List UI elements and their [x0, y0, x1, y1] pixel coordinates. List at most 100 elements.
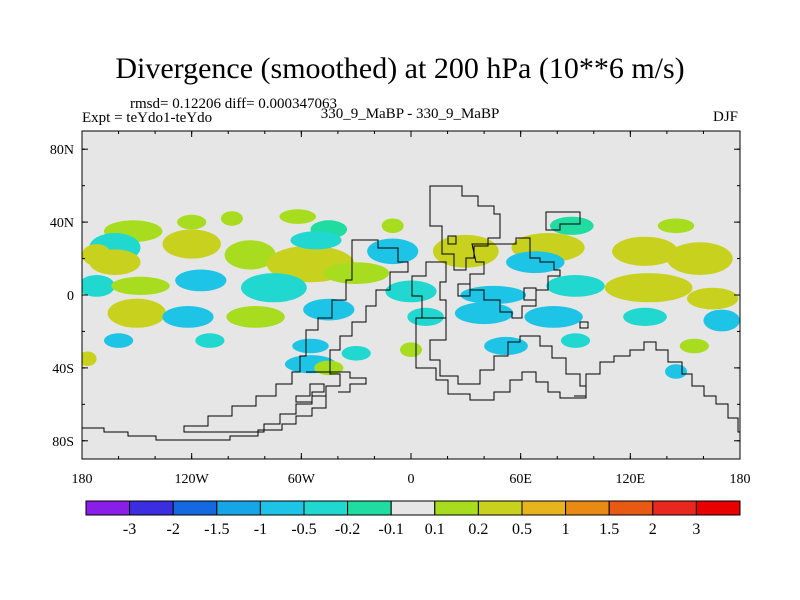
contour-blob — [407, 307, 444, 326]
contour-blob — [549, 216, 594, 235]
contour-blob — [657, 218, 695, 234]
coastline — [429, 185, 501, 271]
y-tick-label: 80S — [52, 435, 74, 450]
contour-blob — [195, 333, 225, 348]
contour-blob — [111, 276, 170, 295]
coastline — [447, 235, 457, 245]
colorbar-swatch — [434, 500, 479, 516]
coastline — [183, 239, 409, 433]
contour-blob — [454, 302, 514, 325]
colorbar-swatch — [695, 500, 741, 516]
contour-blob — [292, 338, 329, 354]
coastline — [306, 371, 367, 393]
contour-blob — [241, 273, 307, 303]
contour-blob — [303, 298, 355, 321]
colorbar-label: 1 — [562, 521, 570, 538]
colorbar-swatch — [172, 500, 218, 516]
colorbar-swatch — [216, 500, 261, 516]
colorbar-swatch — [85, 500, 131, 516]
contour-blob — [220, 211, 243, 226]
contour-blob — [506, 251, 565, 274]
contour-blob — [314, 360, 344, 376]
y-tick-label: 40S — [52, 362, 74, 377]
colorbar-label: -1 — [254, 521, 267, 538]
contour-blob — [82, 275, 115, 297]
colorbar-label: -2 — [167, 521, 180, 538]
coastline — [82, 396, 327, 441]
contour-blob — [175, 269, 227, 292]
season-label: DJF — [712, 109, 738, 125]
coastline — [579, 321, 589, 329]
contour-blob — [367, 238, 419, 265]
coastline — [295, 383, 325, 403]
contour-blob — [560, 333, 591, 348]
colorbar-label: 0.2 — [468, 521, 488, 538]
coastline-layer — [82, 185, 740, 441]
contour-blob — [162, 229, 221, 259]
contour-blob — [323, 262, 390, 284]
contour-blob — [432, 234, 499, 268]
colorbar-label: -0.2 — [335, 521, 360, 538]
coastline — [523, 287, 537, 301]
contour-blob — [703, 309, 740, 332]
experiment-label: Expt = teYdo1-teYdo — [82, 110, 213, 126]
y-tick-label: 80N — [50, 143, 74, 158]
x-tick-label: 120E — [616, 472, 646, 487]
contour-blob — [484, 336, 528, 356]
contour-blob — [666, 242, 733, 275]
coastline — [574, 341, 740, 433]
y-tick-label: 40N — [50, 216, 74, 231]
colorbar-swatch — [521, 500, 567, 516]
colorbar-swatch — [565, 500, 610, 516]
contour-blob — [400, 342, 422, 358]
coastline — [545, 211, 581, 231]
contour-blob — [82, 351, 97, 367]
x-tick-label: 180 — [730, 472, 751, 487]
axes: 180 120W 60W 0 60E 120E 180 80N 40N 0 40S 80S — [50, 131, 751, 487]
colorbar-swatch — [477, 500, 523, 516]
contour-blob — [82, 244, 112, 266]
chart-title: Divergence (smoothed) at 200 hPa (10**6 … — [115, 52, 685, 85]
colorbar-swatch — [608, 500, 654, 516]
contour-blob — [687, 287, 739, 310]
contour-blob — [177, 214, 207, 230]
colorbar-swatch — [390, 500, 436, 516]
contour-blob — [279, 209, 317, 224]
colorbar-label: 0.1 — [425, 521, 445, 538]
contour-blob — [107, 298, 166, 328]
contour-blob — [341, 346, 371, 361]
colorbar-label: -0.1 — [379, 521, 404, 538]
contour-blob — [546, 275, 605, 297]
contour-blob — [604, 273, 693, 303]
contour-blob — [226, 306, 285, 328]
x-tick-label: 120W — [175, 472, 210, 487]
x-tick-label: 60W — [288, 472, 316, 487]
colorbar-label: 1.5 — [599, 521, 619, 538]
contour-blob — [104, 333, 134, 348]
model-label: 330_9_MaBP - 330_9_MaBP — [320, 106, 500, 122]
contour-blob — [679, 338, 709, 354]
y-tick-label: 0 — [67, 289, 74, 304]
colorbar-swatch — [259, 500, 305, 516]
colorbar-label: 0.5 — [512, 521, 532, 538]
colorbar-swatch — [303, 500, 349, 516]
contour-blob — [381, 218, 404, 234]
colorbar-label: -3 — [123, 521, 136, 538]
contour-blob — [665, 364, 687, 379]
colorbar: -3 -2 -1.5 -1 -0.5 -0.2 -0.1 0.1 0.2 0.5 1 1.5 2 3 — [85, 500, 741, 538]
contour-blob — [224, 240, 276, 270]
colorbar-label: -1.5 — [204, 521, 229, 538]
contour-blob — [524, 306, 583, 328]
stats-label: rmsd= 0.12206 diff= 0.000347063 — [130, 96, 338, 112]
x-tick-label: 180 — [72, 472, 93, 487]
colorbar-swatch — [652, 500, 697, 516]
contour-blob — [612, 236, 678, 266]
colorbar-swatch — [129, 500, 174, 516]
colorbar-swatch — [347, 500, 392, 516]
x-tick-label: 0 — [408, 472, 415, 487]
contour-blob — [290, 231, 342, 250]
colorbar-label: 3 — [692, 521, 700, 538]
coastline — [457, 283, 471, 297]
colorbar-label: 2 — [649, 521, 657, 538]
